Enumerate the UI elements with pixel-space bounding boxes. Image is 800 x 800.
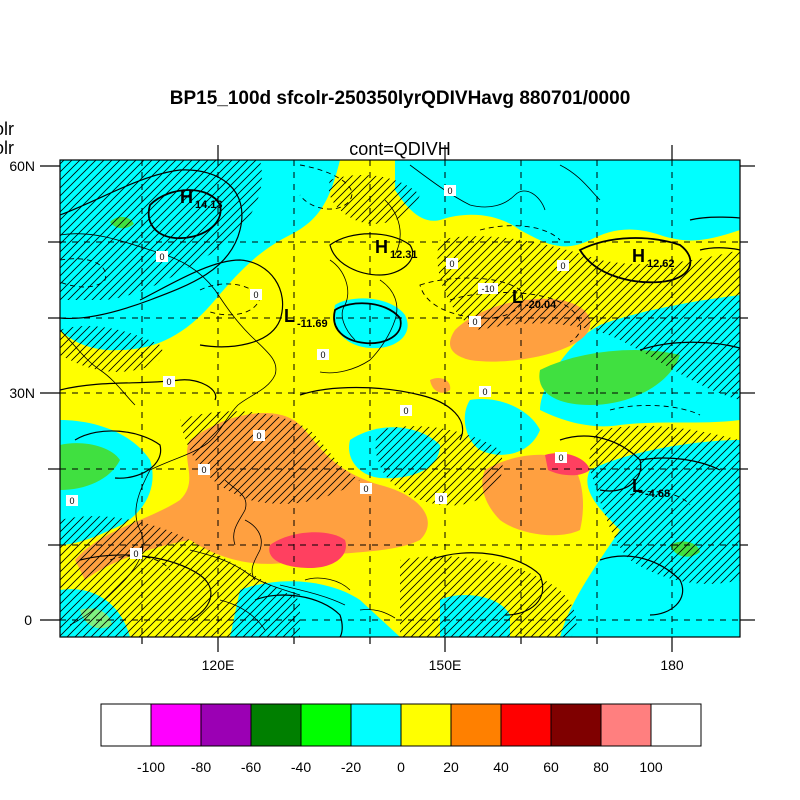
colorbar-label: -100 — [137, 759, 165, 775]
contour-label: 0 — [558, 453, 563, 463]
colorbar-label: -20 — [341, 759, 361, 775]
colorbar-swatch — [100, 703, 152, 747]
low-marker-2: L — [512, 287, 523, 307]
colorbar-swatch — [250, 703, 302, 747]
lon-label-150e: 150E — [429, 657, 462, 673]
coastlines — [60, 164, 601, 631]
left-label-fragment-2: olr — [0, 138, 15, 158]
colorbar-label: -40 — [291, 759, 311, 775]
contour-label: 0 — [320, 350, 325, 360]
colorbar-swatch — [550, 703, 602, 747]
lon-label-180: 180 — [660, 657, 684, 673]
left-label-fragment-1: olr — [0, 119, 15, 139]
high-value-1: 14.13 — [195, 199, 223, 211]
high-value-3: 12.62 — [647, 258, 675, 270]
colorbar-label: 100 — [639, 759, 663, 775]
lat-label-0: 0 — [24, 612, 32, 628]
low-marker-3: L — [632, 476, 643, 496]
contour-label: 0 — [482, 387, 487, 397]
high-marker-2: H — [375, 237, 388, 257]
low-value-1: -11.69 — [297, 318, 328, 330]
contour-label: 0 — [133, 549, 138, 559]
colorbar-label: 40 — [493, 759, 509, 775]
colorbar-swatch — [500, 703, 552, 747]
contour-label: 0 — [166, 377, 171, 387]
contour-label: 0 — [438, 494, 443, 504]
colorbar-label: 20 — [443, 759, 459, 775]
lat-label-60n: 60N — [9, 158, 35, 174]
contour-label: 0 — [449, 259, 454, 269]
colorbar-label: -60 — [241, 759, 261, 775]
colorbar-swatch — [300, 703, 352, 747]
colorbar-swatch — [650, 703, 702, 747]
contour-label: 0 — [447, 186, 452, 196]
colorbar-swatch — [400, 703, 452, 747]
colorbar-swatch — [450, 703, 502, 747]
lat-label-30n: 30N — [9, 385, 35, 401]
colorbar-swatch — [200, 703, 252, 747]
contour-label: 0 — [69, 496, 74, 506]
contour-label: 0 — [363, 484, 368, 494]
contour-label: 0 — [253, 290, 258, 300]
contour-label: 0 — [201, 465, 206, 475]
contour-label: 0 — [472, 317, 477, 327]
low-value-3: -4.68 — [645, 488, 670, 500]
filled-field — [60, 160, 740, 637]
high-marker-1: H — [180, 187, 193, 207]
low-marker-1: L — [284, 306, 295, 326]
plot-title: BP15_100d sfcolr-250350lyrQDIVHavg 88070… — [169, 88, 631, 109]
colorbar-label: 80 — [593, 759, 609, 775]
contour-label: 0 — [560, 261, 565, 271]
high-value-2: 12.31 — [390, 249, 418, 261]
colorbar-swatch — [150, 703, 202, 747]
contour-label: 0 — [256, 431, 261, 441]
colorbar-swatch — [350, 703, 402, 747]
lon-label-120e: 120E — [202, 657, 235, 673]
contour-label: -10 — [481, 284, 494, 294]
colorbar-label: -80 — [191, 759, 211, 775]
high-marker-3: H — [632, 246, 645, 266]
contour-label: 0 — [403, 406, 408, 416]
colorbar-swatch — [600, 703, 652, 747]
low-value-2: -20.04 — [525, 299, 557, 311]
contour-label: 0 — [159, 252, 164, 262]
colorbar — [100, 703, 702, 747]
plot-subtitle: cont=QDIVH — [349, 139, 451, 159]
colorbar-label: 60 — [543, 759, 559, 775]
colorbar-label: 0 — [397, 759, 405, 775]
